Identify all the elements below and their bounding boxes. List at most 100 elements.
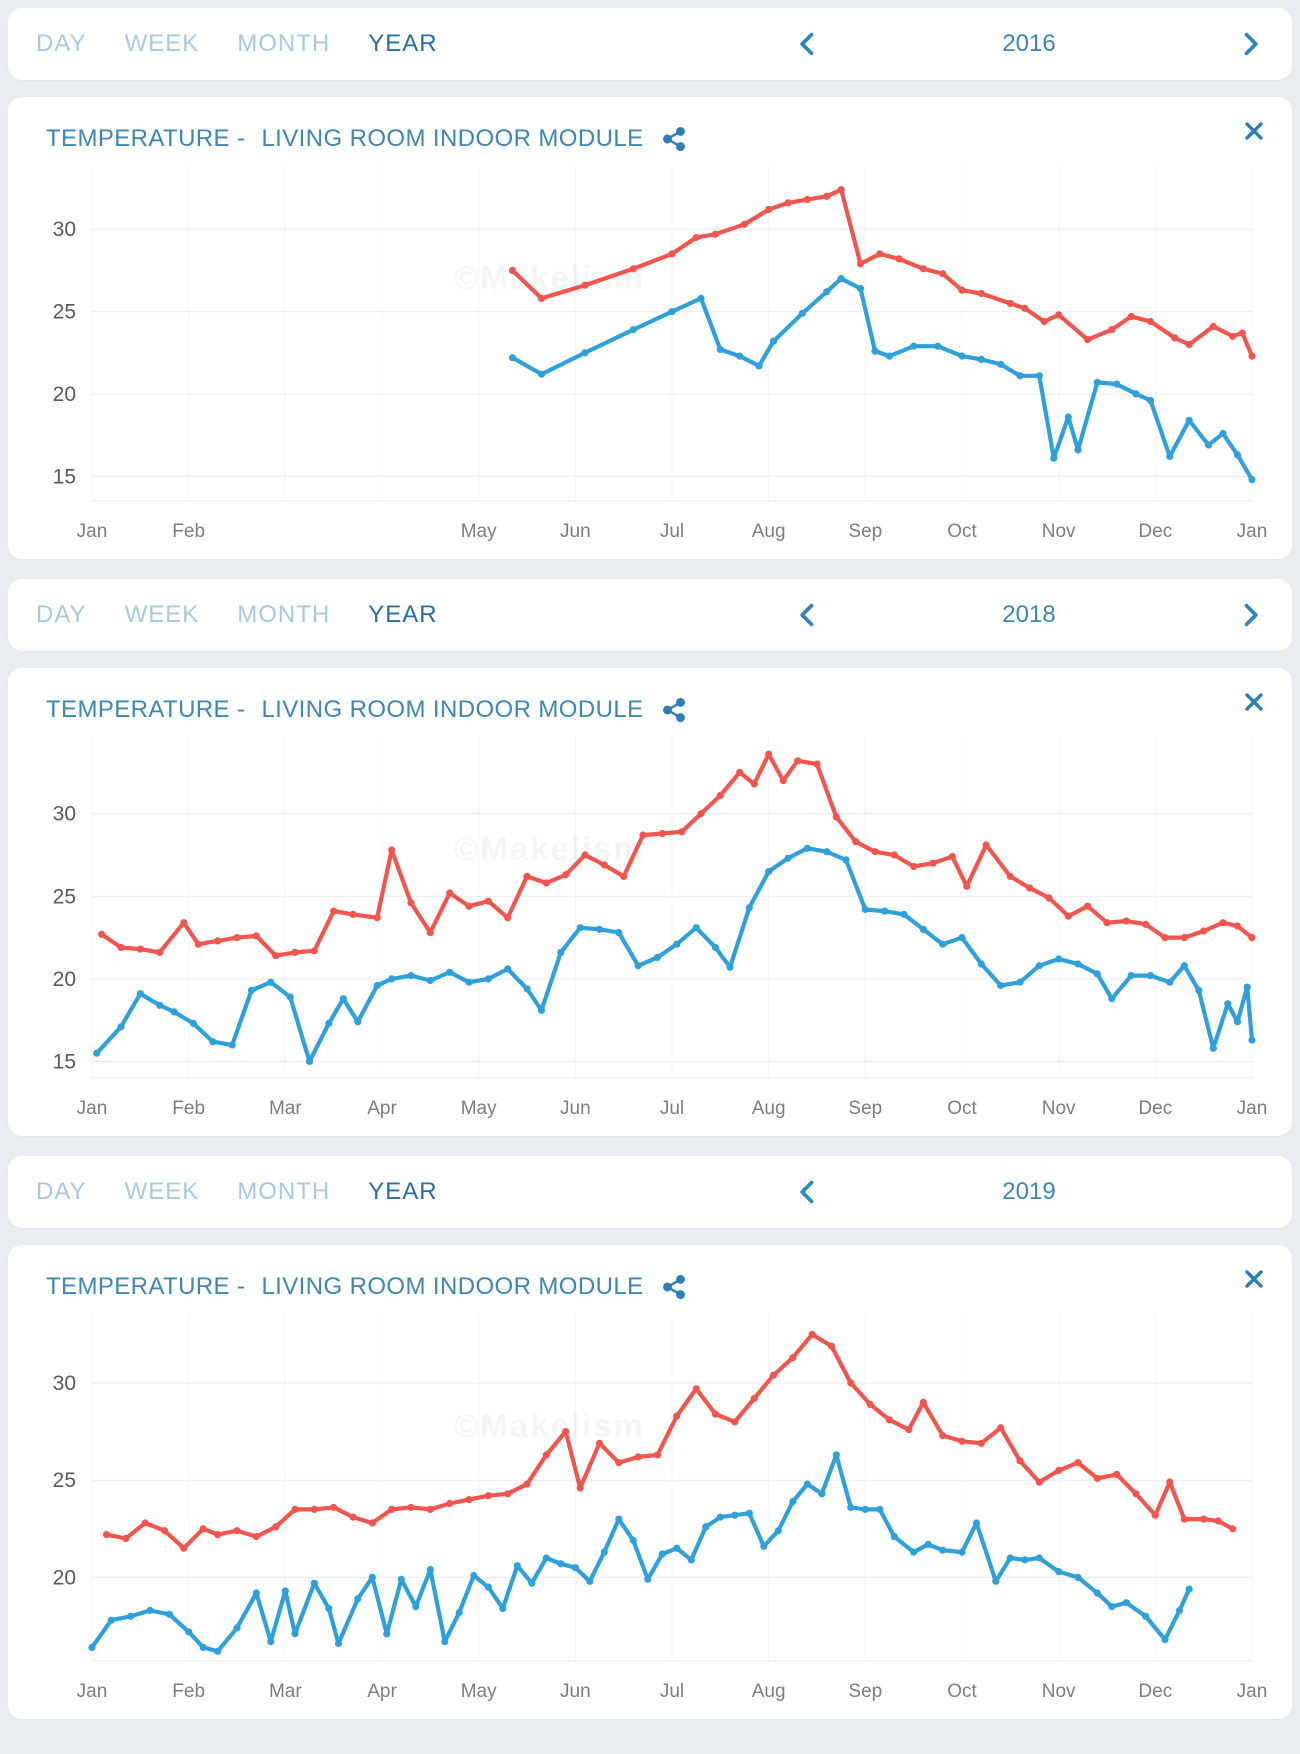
data-point-blue xyxy=(702,1523,710,1531)
data-point-blue xyxy=(934,342,942,350)
tab-month[interactable]: MONTH xyxy=(237,1178,331,1205)
tab-month[interactable]: MONTH xyxy=(237,30,331,57)
data-point-red xyxy=(711,1410,720,1418)
plot-area: ©Makelism 30 25 20 15 Jan Feb Mar Apr May Jun Jul A… xyxy=(8,730,1292,1128)
data-point-red xyxy=(1233,922,1242,930)
tab-week[interactable]: WEEK xyxy=(124,601,200,628)
data-point-red xyxy=(1122,917,1130,925)
data-point-red xyxy=(789,1354,797,1362)
data-point-blue xyxy=(1233,1018,1242,1026)
data-point-red xyxy=(827,1342,836,1350)
share-icon[interactable] xyxy=(661,697,687,723)
data-point-red xyxy=(852,838,860,846)
data-point-blue xyxy=(876,1505,884,1513)
data-point-red xyxy=(794,757,802,765)
tab-day[interactable]: DAY xyxy=(36,30,87,57)
data-point-red xyxy=(1084,902,1092,910)
x-axis-tick-label: Jun xyxy=(560,1681,591,1702)
series-line-blue xyxy=(94,846,1255,1064)
x-axis-tick-label: Sep xyxy=(848,1681,882,1702)
year-label: 2018 xyxy=(1002,601,1056,628)
data-point-red xyxy=(876,250,884,258)
data-point-red xyxy=(856,260,865,268)
data-point-red xyxy=(769,1371,778,1379)
data-point-blue xyxy=(653,953,662,961)
data-point-blue xyxy=(595,925,604,933)
data-point-blue xyxy=(1195,986,1203,994)
close-icon[interactable] xyxy=(1242,119,1266,143)
next-year-button[interactable] xyxy=(1236,30,1264,58)
tab-week[interactable]: WEEK xyxy=(124,1178,200,1205)
data-point-blue xyxy=(745,1509,753,1517)
chart-title: TEMPERATURE - LIVING ROOM INDOOR MODULE xyxy=(46,125,643,153)
data-point-red xyxy=(740,220,749,228)
data-point-red xyxy=(1151,1511,1159,1519)
data-point-red xyxy=(272,1523,280,1531)
plot-area: ©Makelism 30 25 20 15 Jan Feb May Jun Jul Aug Sep O… xyxy=(8,159,1292,551)
data-point-red xyxy=(963,882,971,890)
data-point-blue xyxy=(687,1556,695,1564)
data-point-red xyxy=(1045,894,1053,902)
x-axis-tick-label: Oct xyxy=(947,1098,977,1119)
data-point-blue xyxy=(629,1536,637,1545)
year-navigator: 2018 xyxy=(794,601,1264,629)
x-axis-tick-label: Aug xyxy=(752,1098,786,1119)
close-icon[interactable] xyxy=(1242,690,1266,714)
data-point-red xyxy=(1016,1457,1024,1465)
data-point-blue xyxy=(1127,972,1135,980)
previous-year-button[interactable] xyxy=(794,601,822,629)
share-icon[interactable] xyxy=(661,1274,687,1300)
data-point-blue xyxy=(281,1587,289,1595)
data-point-red xyxy=(199,1525,207,1533)
data-point-red xyxy=(214,937,222,945)
data-point-blue xyxy=(1055,1568,1063,1576)
data-point-red xyxy=(233,1527,241,1535)
data-point-blue xyxy=(470,1571,478,1580)
data-point-blue xyxy=(267,1638,275,1646)
data-point-blue xyxy=(629,326,637,334)
data-point-blue xyxy=(711,943,720,952)
data-point-blue xyxy=(499,1604,507,1613)
data-point-blue xyxy=(910,1548,918,1556)
data-point-blue xyxy=(576,924,584,932)
tab-week[interactable]: WEEK xyxy=(124,30,200,57)
previous-year-button[interactable] xyxy=(794,1178,822,1206)
tab-year[interactable]: YEAR xyxy=(368,1178,438,1205)
data-point-red xyxy=(562,871,570,879)
data-point-red xyxy=(1093,1474,1101,1482)
data-point-red xyxy=(905,1426,913,1434)
data-point-red xyxy=(310,1505,318,1513)
previous-year-button[interactable] xyxy=(794,30,822,58)
next-year-button[interactable] xyxy=(1236,601,1264,629)
data-point-blue xyxy=(1204,441,1213,449)
data-point-red xyxy=(581,281,589,289)
data-point-blue xyxy=(668,308,676,316)
data-point-blue xyxy=(441,1638,449,1646)
data-point-blue xyxy=(1132,390,1140,398)
data-point-blue xyxy=(523,985,531,993)
share-icon[interactable] xyxy=(661,126,687,152)
data-point-blue xyxy=(1224,1000,1232,1008)
tab-month[interactable]: MONTH xyxy=(237,601,331,628)
plot-area: ©Makelism 30 25 20 Jan Feb Mar Apr May Jun Jul Aug… xyxy=(8,1307,1292,1711)
tab-day[interactable]: DAY xyxy=(36,1178,87,1205)
tab-day[interactable]: DAY xyxy=(36,601,87,628)
tab-year[interactable]: YEAR xyxy=(368,601,438,628)
data-point-blue xyxy=(1016,372,1024,380)
data-point-blue xyxy=(586,1577,594,1585)
data-point-red xyxy=(214,1531,222,1539)
close-icon[interactable] xyxy=(1242,1267,1266,1291)
data-point-red xyxy=(1161,934,1169,942)
data-point-red xyxy=(180,1544,188,1552)
data-point-red xyxy=(847,1379,855,1387)
data-point-blue xyxy=(972,1519,981,1527)
x-axis-tick-label: Feb xyxy=(172,1098,205,1119)
x-axis-tick-label: Mar xyxy=(269,1098,302,1119)
temperature-line-chart-2018: 30 25 20 15 Jan Feb Mar Apr May Jun Jul Aug Sep Oct No… xyxy=(53,736,1267,1119)
tab-year[interactable]: YEAR xyxy=(368,30,438,57)
data-point-blue xyxy=(542,1554,550,1562)
x-axis-tick-label: Nov xyxy=(1042,521,1076,542)
data-point-red xyxy=(977,1439,985,1447)
data-point-blue xyxy=(1093,970,1101,978)
data-point-red xyxy=(977,289,985,298)
